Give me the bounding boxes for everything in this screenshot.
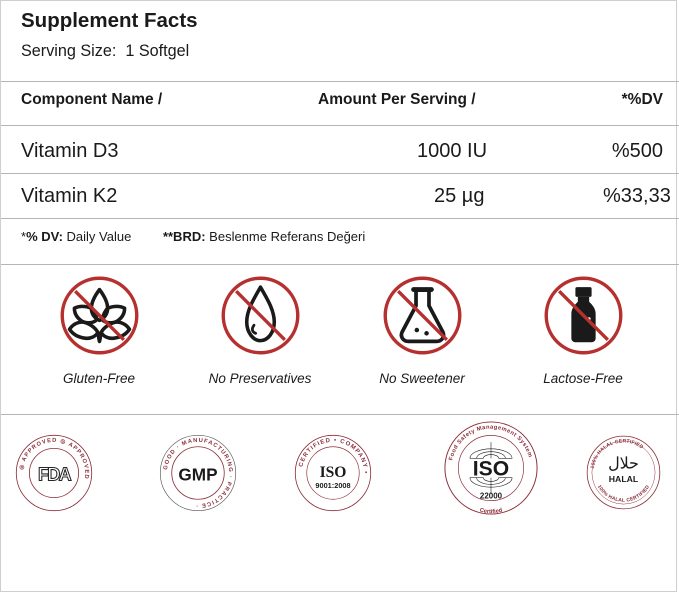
svg-text:22000: 22000: [479, 491, 502, 500]
svg-text:Certified: Certified: [479, 507, 503, 515]
svg-text:حلال: حلال: [608, 456, 639, 473]
svg-text:ISO: ISO: [319, 464, 346, 481]
svg-text:GMP: GMP: [179, 464, 218, 484]
svg-text:HALAL: HALAL: [609, 474, 639, 484]
svg-text:100% HALAL CERTIFIED: 100% HALAL CERTIFIED: [596, 484, 651, 504]
svg-text:FDA: FDA: [38, 464, 72, 484]
svg-text:ISO: ISO: [472, 457, 508, 480]
svg-text:9001:2008: 9001:2008: [315, 480, 350, 489]
